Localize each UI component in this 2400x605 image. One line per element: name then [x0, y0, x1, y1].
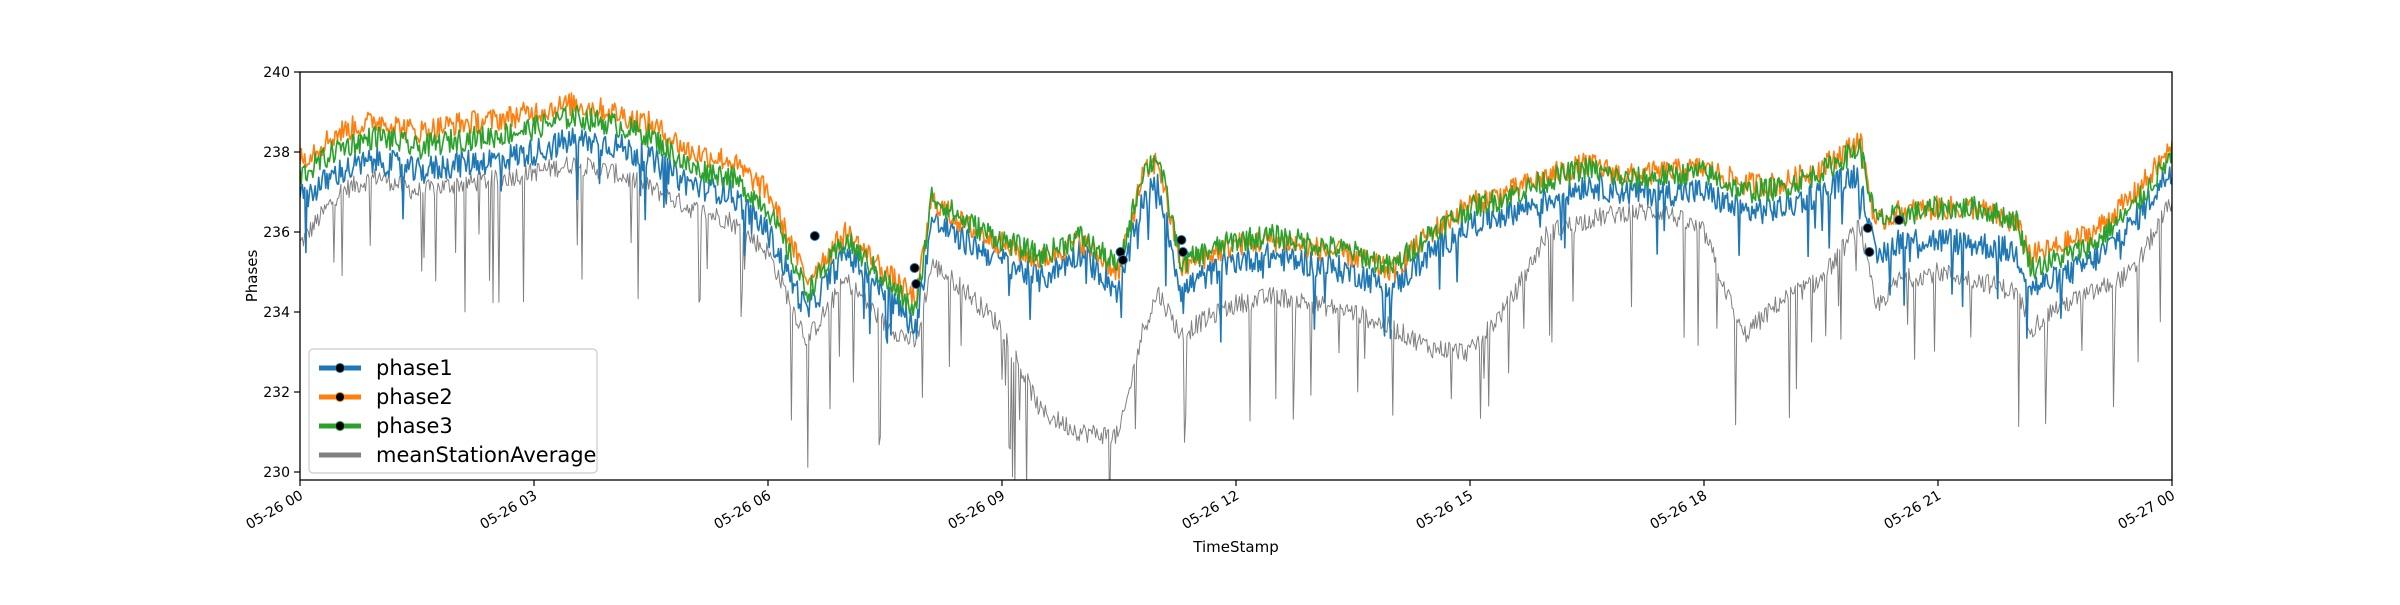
event-marker — [1177, 247, 1188, 257]
legend: phase1 phase2 phase3 meanStationAverage — [308, 348, 598, 474]
event-marker-layer — [809, 215, 1904, 289]
legend-marker-phase1 — [335, 363, 345, 373]
series-line-phase1 — [300, 127, 2172, 344]
y-tick-label: 230 — [263, 465, 290, 481]
y-axis-label: Phases — [243, 250, 261, 303]
event-marker — [1117, 255, 1128, 265]
series-line-phase3 — [300, 104, 2172, 317]
y-axis: 230 232 234 236 238 240 — [263, 65, 300, 481]
y-tick-label: 234 — [263, 305, 290, 321]
legend-box — [308, 348, 598, 474]
y-tick-label: 232 — [263, 385, 290, 401]
legend-marker-phase2 — [335, 392, 345, 402]
event-marker — [909, 263, 920, 273]
event-marker — [1864, 247, 1875, 257]
event-marker — [809, 231, 820, 241]
event-marker — [1894, 215, 1904, 225]
legend-marker-phase3 — [335, 421, 345, 431]
event-marker — [911, 279, 922, 289]
y-tick-label: 238 — [263, 145, 290, 161]
legend-label-meanStationAverage: meanStationAverage — [376, 443, 596, 467]
legend-label-phase2: phase2 — [376, 385, 453, 409]
x-axis-label: TimeStamp — [1192, 538, 1278, 556]
legend-label-phase1: phase1 — [376, 356, 453, 380]
series-layer — [300, 92, 2172, 480]
series-line-meanStationAverage — [300, 156, 2172, 480]
legend-label-phase3: phase3 — [376, 414, 453, 438]
y-tick-label: 240 — [263, 65, 290, 81]
event-marker — [1176, 235, 1187, 245]
event-marker — [1862, 223, 1873, 233]
y-tick-label: 236 — [263, 225, 290, 241]
